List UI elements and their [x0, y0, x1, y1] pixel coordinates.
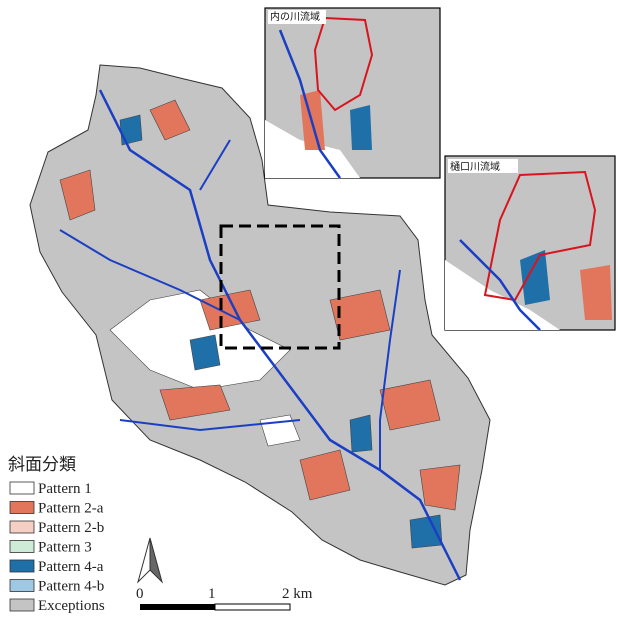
scale-segment [140, 604, 215, 610]
patch [420, 465, 460, 510]
legend-swatch [10, 521, 34, 533]
inset-2: 樋口川流域 [445, 156, 615, 330]
inset-label: 内の川流域 [270, 10, 320, 23]
arrow-left [138, 538, 150, 582]
patch [580, 265, 612, 320]
patch [350, 105, 372, 150]
arrow-right [150, 538, 162, 582]
legend-swatch [10, 599, 34, 611]
legend-swatch [10, 502, 34, 514]
scale-label: 2 km [282, 586, 313, 602]
legend-label: Pattern 4-b [38, 579, 104, 595]
scale-segment [215, 604, 290, 610]
patch [350, 415, 372, 452]
map-figure: 内の川流域 樋口川流域 斜面分類 Pattern 1 Pattern 2-a Pat… [0, 0, 618, 618]
legend-label: Exceptions [38, 598, 105, 614]
patch [190, 335, 220, 370]
legend-label: Pattern 3 [38, 540, 92, 556]
patch [520, 250, 550, 305]
inset-label: 樋口川流域 [450, 160, 500, 173]
legend-swatch [10, 541, 34, 553]
legend: 斜面分類 Pattern 1 Pattern 2-a Pattern 2-b Patt… [8, 455, 105, 614]
legend-label: Pattern 2-a [38, 501, 104, 517]
legend-label: Pattern 1 [38, 481, 92, 497]
patch [410, 515, 442, 548]
legend-label: Pattern 2-b [38, 520, 104, 536]
scale-label: 1 [208, 586, 216, 602]
scale-bar: 0 1 2 km [136, 586, 313, 610]
inset-1: 内の川流域 [265, 8, 440, 178]
legend-title: 斜面分類 [8, 455, 76, 474]
legend-swatch [10, 482, 34, 494]
legend-label: Pattern 4-a [38, 559, 104, 575]
scale-label: 0 [136, 586, 144, 602]
north-arrow [138, 538, 162, 582]
legend-swatch [10, 580, 34, 592]
legend-swatch [10, 560, 34, 572]
patch [120, 115, 142, 145]
